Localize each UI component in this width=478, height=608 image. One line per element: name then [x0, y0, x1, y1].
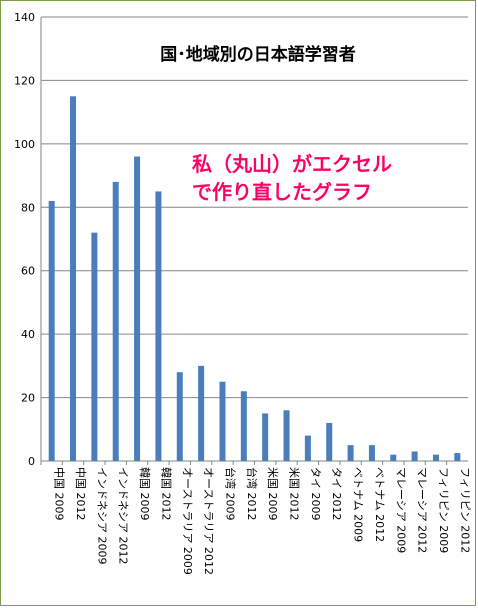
bar	[368, 445, 375, 461]
x-tick-label: ベトナム 2012	[373, 467, 386, 542]
x-tick-label: 中国 2012	[74, 467, 87, 521]
bar	[454, 453, 461, 461]
y-tick-label: 140	[14, 11, 35, 24]
bar	[262, 413, 269, 461]
bar	[411, 451, 418, 461]
y-tick-labels: 0 20 40 60 80 100 120 140	[14, 11, 35, 468]
y-tick-label: 60	[21, 265, 35, 278]
x-tick-label: 米国 2012	[288, 467, 301, 521]
x-tick-label: インドネシア 2012	[117, 467, 130, 565]
annotation-line-2: で作り直したグラフ	[192, 180, 372, 204]
y-tick-label: 0	[28, 455, 35, 468]
bar	[390, 454, 397, 461]
bar	[70, 96, 77, 462]
bar	[347, 445, 354, 461]
x-tick-label: マレーシア 2012	[416, 467, 429, 553]
bar	[176, 372, 183, 461]
bar	[91, 232, 98, 461]
bar	[283, 410, 290, 461]
x-tick-label: フィリピン 2012	[458, 467, 471, 553]
x-tick-label: フィリピン 2009	[437, 467, 450, 553]
x-tick-label: オーストラリア 2009	[181, 467, 194, 575]
bar	[304, 435, 311, 461]
x-tick-label: 韓国 2009	[138, 467, 151, 521]
x-tick-label: オーストラリア 2012	[202, 467, 215, 575]
y-tick-label: 80	[21, 201, 35, 214]
bars	[48, 96, 461, 462]
bar	[326, 422, 333, 461]
annotation-line-1: 私（丸山）がエクセル	[192, 152, 392, 176]
x-tick-label: ベトナム 2009	[352, 467, 365, 542]
bar	[198, 365, 205, 461]
x-tick-label: マレーシア 2009	[394, 467, 407, 553]
x-tick-label: 台湾 2009	[223, 467, 237, 521]
x-tick-label: 中国 2009	[53, 467, 66, 521]
x-tick-label: 韓国 2012	[159, 467, 172, 521]
x-tick-label: 台湾 2012	[245, 467, 259, 521]
y-tick-label: 20	[21, 392, 35, 405]
bar	[240, 391, 247, 461]
x-tick-labels: 中国 2009 中国 2012 インドネシア 2009 インドネシア 2012 韓国 2…	[53, 467, 472, 575]
y-tick-label: 40	[21, 328, 35, 341]
axes	[40, 17, 468, 465]
x-tick-label: 米国 2009	[266, 467, 279, 521]
x-tick-label: タイ 2012	[330, 467, 343, 521]
chart-title: 国･地域別の日本語学習者	[160, 44, 356, 65]
bar	[219, 381, 226, 461]
x-tick-label: タイ 2009	[309, 467, 322, 521]
y-tick-label: 120	[14, 74, 35, 87]
x-tick-label: インドネシア 2009	[95, 467, 108, 565]
bar	[48, 200, 55, 461]
bar	[112, 181, 119, 461]
bar	[134, 156, 141, 462]
bar	[155, 191, 162, 461]
bar	[432, 454, 439, 461]
gridlines	[41, 16, 468, 462]
y-tick-label: 100	[14, 138, 35, 151]
